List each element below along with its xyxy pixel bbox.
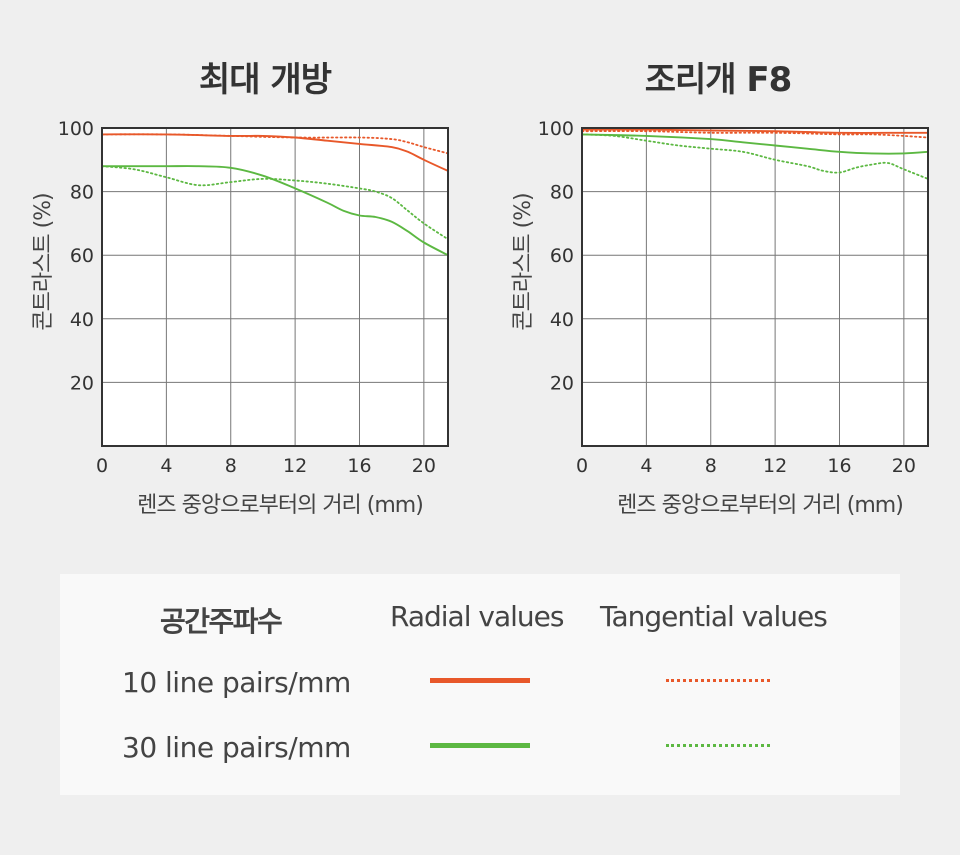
x-tick-label: 16 bbox=[827, 455, 851, 477]
plot-background bbox=[102, 128, 448, 446]
x-tick-label: 16 bbox=[347, 455, 371, 477]
plot-area bbox=[581, 127, 929, 447]
x-tick-label: 12 bbox=[763, 455, 787, 477]
x-tick-label: 20 bbox=[412, 455, 436, 477]
series-line-tangential-10lp bbox=[581, 130, 929, 139]
chart-title-f8: 조리개 F8 bbox=[644, 60, 793, 100]
y-tick-label: 60 bbox=[70, 245, 94, 267]
mtf-chart-wide-open: 20 40 60 80 100 0 4 8 12 16 20 렌즈 중앙으로부터의 거리 (mm) 콘트… bbox=[31, 118, 449, 518]
series-line-radial-30lp bbox=[581, 133, 929, 155]
legend-radial-30lp-line bbox=[430, 743, 530, 748]
y-tick-label: 80 bbox=[70, 182, 94, 204]
x-tick-label: 4 bbox=[640, 455, 652, 477]
series-line-radial-10lp bbox=[581, 128, 929, 134]
y-axis-label: 콘트라스트 (%) bbox=[511, 193, 536, 330]
x-tick-label: 8 bbox=[705, 455, 717, 477]
y-tick-label: 100 bbox=[58, 118, 94, 140]
legend-header-frequency: 공간주파수 bbox=[160, 605, 283, 638]
y-tick-label: 60 bbox=[550, 245, 574, 267]
y-tick-label: 40 bbox=[70, 309, 94, 331]
legend-panel: 공간주파수 Radial values Tangential values 10… bbox=[60, 574, 900, 795]
x-tick-label: 0 bbox=[96, 455, 108, 477]
legend-radial-10lp-line bbox=[430, 678, 530, 683]
y-tick-label: 100 bbox=[538, 118, 574, 140]
legend-row-10lp-label: 10 line pairs/mm bbox=[122, 666, 351, 699]
legend-row-30lp-label: 30 line pairs/mm bbox=[122, 731, 351, 764]
plot-frame bbox=[581, 127, 929, 447]
x-tick-label: 0 bbox=[576, 455, 588, 477]
plot-area bbox=[101, 127, 449, 447]
legend-tangential-30lp-line bbox=[666, 744, 770, 747]
series-line-radial-30lp bbox=[101, 165, 449, 257]
x-axis-label: 렌즈 중앙으로부터의 거리 (mm) bbox=[617, 493, 903, 518]
chart-title-wide-open: 최대 개방 bbox=[199, 60, 332, 100]
y-tick-label: 80 bbox=[550, 182, 574, 204]
series-line-tangential-10lp bbox=[101, 133, 449, 155]
y-tick-label: 20 bbox=[70, 372, 94, 394]
mtf-chart-f8: 20 40 60 80 100 0 4 8 12 16 20 렌즈 중앙으로부터의 거리 (mm) 콘트… bbox=[511, 118, 929, 518]
x-tick-label: 8 bbox=[225, 455, 237, 477]
legend-tangential-10lp-line bbox=[666, 679, 770, 682]
y-tick-label: 20 bbox=[550, 372, 574, 394]
legend-header-radial: Radial values bbox=[390, 600, 564, 633]
series-line-radial-10lp bbox=[101, 133, 449, 172]
x-axis-label: 렌즈 중앙으로부터의 거리 (mm) bbox=[137, 493, 423, 518]
series-line-tangential-30lp bbox=[101, 165, 449, 241]
x-tick-label: 4 bbox=[160, 455, 172, 477]
x-tick-label: 12 bbox=[283, 455, 307, 477]
y-axis-label: 콘트라스트 (%) bbox=[31, 193, 56, 330]
series-line-tangential-30lp bbox=[581, 133, 929, 180]
legend-header-tangential: Tangential values bbox=[600, 600, 828, 633]
y-tick-label: 40 bbox=[550, 309, 574, 331]
x-tick-label: 20 bbox=[892, 455, 916, 477]
plot-frame bbox=[101, 127, 449, 447]
plot-background bbox=[582, 128, 928, 446]
